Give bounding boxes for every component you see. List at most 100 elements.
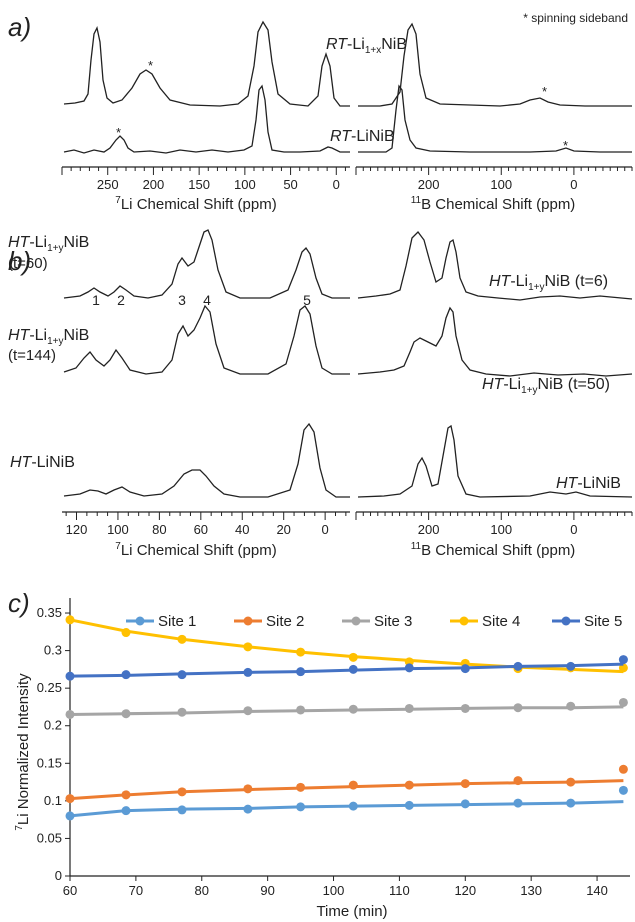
trace-label-ht-li1y-t144: HT-Li1+yNiB: [8, 327, 89, 347]
li-axis-b-tick-label: 80: [152, 522, 166, 537]
series-3-point: [460, 703, 470, 713]
rt-li1x-b-spectrum: [358, 22, 632, 107]
legend-marker-3: [351, 616, 361, 626]
series-1-point: [177, 805, 187, 815]
series-line-2: [69, 779, 624, 801]
trace-time-t60: (t=60): [8, 255, 48, 272]
x-tick-label: 120: [454, 883, 476, 898]
series-2-point: [460, 779, 470, 789]
site-number-2: 2: [117, 292, 125, 308]
x-tick-label: 110: [389, 883, 410, 898]
series-5-point: [618, 655, 628, 665]
series-2-point: [618, 764, 628, 774]
legend-label-5: Site 5: [584, 613, 622, 630]
series-3-point: [65, 709, 75, 719]
b-axis-b-tick-label: 200: [418, 522, 440, 537]
series-2-point: [65, 794, 75, 804]
series-3-point: [177, 707, 187, 717]
series-3-point: [513, 703, 523, 713]
trace-time-t144: (t=144): [8, 347, 56, 364]
series-1-point: [121, 806, 131, 816]
series-4-point: [121, 628, 131, 638]
panel-b-label: b): [8, 246, 31, 276]
series-line-1: [69, 800, 624, 818]
panel-a-label: a): [8, 12, 31, 42]
legend-label-3: Site 3: [374, 613, 412, 630]
legend-marker-1: [135, 616, 145, 626]
trace-label-rt-linib: RT-LiNiB: [330, 128, 395, 145]
y-tick-label: 0.3: [44, 643, 62, 658]
series-2-point: [177, 787, 187, 797]
series-1-point: [618, 785, 628, 795]
series-1-point: [513, 798, 523, 808]
series-4-point: [348, 652, 358, 662]
rt-linib-li-spectrum: [63, 84, 350, 154]
series-5-point: [460, 664, 470, 674]
b-axis-a-tick-label: 200: [418, 177, 440, 192]
series-2-point: [121, 790, 131, 800]
trace-label-ht-li1y-t50: HT-Li1+yNiB (t=50): [482, 376, 610, 396]
legend-marker-2: [243, 616, 253, 626]
series-5-point: [121, 670, 131, 680]
series-1-point: [404, 800, 414, 810]
sideband-mark-3: *: [542, 84, 547, 99]
panel-a: a) * spinning sideband * * RT-Li1+xNiB R…: [8, 11, 633, 213]
y-tick-label: 0.1: [44, 793, 62, 808]
b-axis-b-tick-label: 0: [570, 522, 577, 537]
x-tick-label: 130: [520, 883, 542, 898]
sideband-mark-4: *: [563, 138, 568, 153]
panel-c: c) 0 0.05 0.1 0.15 0.2 0.25 0.3 0.35 60 70 80 90 100…: [8, 588, 630, 920]
trace-label-rt-li1x: RT-Li1+xNiB: [326, 36, 407, 56]
y-tick-label: 0.15: [37, 755, 62, 770]
b-axis-b: 200 100 0: [355, 511, 633, 537]
li-axis-b-tick-label: 20: [276, 522, 290, 537]
series-1-point: [460, 799, 470, 809]
li-axis-a-tick-label: 100: [234, 177, 256, 192]
b-axis-b-tick-label: 100: [490, 522, 512, 537]
series-4-point: [177, 634, 187, 644]
y-tick-label: 0.2: [44, 718, 62, 733]
site-number-5: 5: [303, 292, 311, 308]
li-axis-a-tick-label: 200: [143, 177, 165, 192]
legend-label-2: Site 2: [266, 613, 304, 630]
series-2-point: [404, 780, 414, 790]
sideband-mark-1: *: [148, 58, 153, 73]
b-axis-a-tick-label: 0: [570, 177, 577, 192]
li-axis-b-tick-label: 40: [235, 522, 249, 537]
y-tick-label: 0.25: [37, 680, 62, 695]
series-5-point: [296, 667, 306, 677]
b-xlabel-b: 11B Chemical Shift (ppm): [411, 541, 576, 559]
series-2-point: [513, 776, 523, 786]
y-tick-label: 0.35: [37, 605, 62, 620]
li-xlabel-b: 7Li Chemical Shift (ppm): [115, 541, 276, 559]
series-line-5: [69, 662, 624, 678]
li-axis-b-tick-label: 0: [322, 522, 329, 537]
series-1-point: [348, 801, 358, 811]
li-axis-b-tick-label: 120: [66, 522, 88, 537]
series-5-point: [404, 663, 414, 673]
li-axis-a-tick-label: 0: [333, 177, 340, 192]
legend-label-4: Site 4: [482, 613, 520, 630]
x-tick-label: 70: [129, 883, 143, 898]
b-axis-a: 200 100 0: [355, 166, 633, 192]
chart-xlabel: Time (min): [316, 903, 387, 920]
series-1-point: [243, 804, 253, 814]
x-tick-label: 60: [63, 883, 77, 898]
legend-label-1: Site 1: [158, 613, 196, 630]
trace-label-ht-linib-li: HT-LiNiB: [10, 454, 75, 471]
panel-b: b) 1 2 3 4 5 HT-Li1+yNiB (t=60) HT-Li1+y…: [8, 229, 633, 559]
series-line-3: [69, 705, 624, 716]
series-3-point: [404, 703, 414, 713]
series-4-point: [65, 615, 75, 625]
li-xlabel-a: 7Li Chemical Shift (ppm): [115, 195, 276, 213]
series-5-point: [177, 670, 187, 680]
trace-label-ht-li1y-t6: HT-Li1+yNiB (t=6): [489, 273, 608, 293]
b-axis-a-tick-label: 100: [490, 177, 512, 192]
ht-linib-b-spectrum: [357, 424, 633, 498]
series-2-point: [348, 780, 358, 790]
rt-linib-b-spectrum: [358, 84, 632, 153]
intensity-chart: 0 0.05 0.1 0.15 0.2 0.25 0.3 0.35 60 70 80 90 100 110…: [37, 598, 630, 898]
series-2-point: [243, 784, 253, 794]
series-2-point: [296, 782, 306, 792]
